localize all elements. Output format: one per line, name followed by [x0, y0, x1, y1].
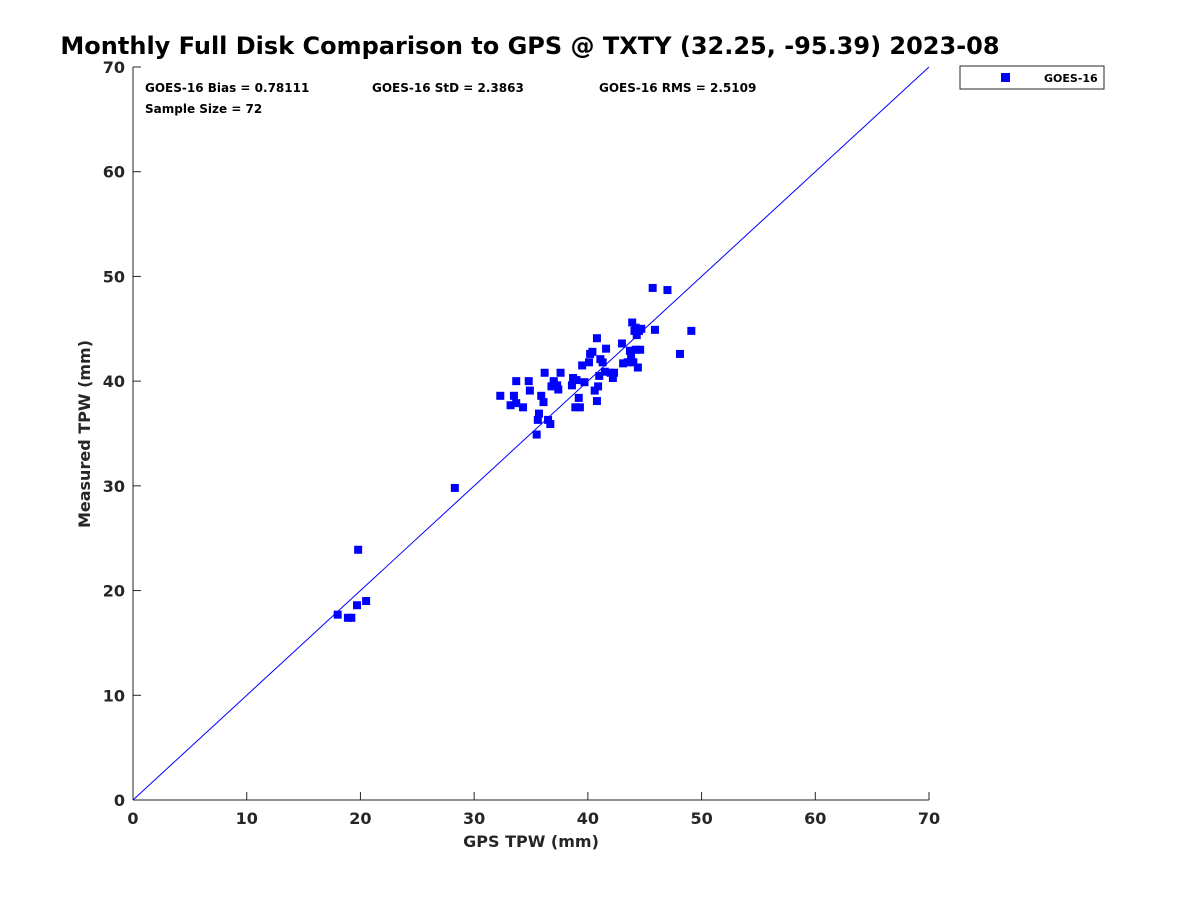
- y-tick-label: 20: [103, 582, 125, 601]
- data-point: [619, 359, 628, 368]
- y-tick-label: 70: [103, 58, 125, 77]
- data-point: [532, 430, 541, 439]
- data-point: [519, 403, 528, 412]
- data-point: [608, 374, 617, 383]
- x-axis-ticks: 0 10 20 30 40 50 60 70: [127, 792, 940, 828]
- data-point: [540, 368, 549, 377]
- data-point: [575, 403, 584, 412]
- data-point: [544, 415, 553, 424]
- rms-stat: GOES-16 RMS = 2.5109: [599, 81, 756, 95]
- data-point: [525, 386, 534, 395]
- data-point: [650, 325, 659, 334]
- data-point: [533, 415, 542, 424]
- data-point: [632, 331, 641, 340]
- data-point: [663, 286, 672, 295]
- x-tick-label: 30: [463, 809, 485, 828]
- data-point: [588, 347, 597, 356]
- data-point: [549, 377, 558, 386]
- data-point: [590, 386, 599, 395]
- data-point: [598, 358, 607, 367]
- data-point: [594, 382, 603, 391]
- std-stat: GOES-16 StD = 2.3863: [372, 81, 524, 95]
- data-point: [574, 393, 583, 402]
- x-tick-label: 20: [349, 809, 371, 828]
- y-tick-label: 60: [103, 163, 125, 182]
- y-tick-label: 50: [103, 267, 125, 286]
- data-point: [578, 361, 587, 370]
- x-tick-label: 60: [804, 809, 826, 828]
- data-point: [362, 597, 371, 606]
- data-point: [628, 318, 637, 327]
- data-point: [592, 334, 601, 343]
- data-point: [623, 358, 632, 367]
- data-point: [602, 344, 611, 353]
- data-point: [625, 346, 634, 355]
- data-point: [637, 324, 646, 333]
- x-tick-label: 10: [236, 809, 258, 828]
- data-point: [450, 483, 459, 492]
- data-point: [675, 349, 684, 358]
- data-point: [610, 368, 619, 377]
- x-tick-label: 70: [918, 809, 940, 828]
- legend-box: [959, 65, 1105, 90]
- legend-label-goes-16: GOES-16: [1044, 72, 1098, 85]
- data-point: [354, 545, 363, 554]
- y-axis-label: Measured TPW (mm): [75, 340, 94, 528]
- data-point: [648, 283, 657, 292]
- data-point: [617, 339, 626, 348]
- data-point: [572, 376, 581, 385]
- sample-size-stat: Sample Size = 72: [145, 102, 262, 116]
- data-point: [687, 326, 696, 335]
- chart-title: Monthly Full Disk Comparison to GPS @ TX…: [60, 32, 999, 60]
- y-tick-label: 30: [103, 477, 125, 496]
- y-axis-ticks: 0 10 20 30 40 50 60 70: [103, 58, 141, 810]
- data-point: [524, 377, 533, 386]
- bias-stat: GOES-16 Bias = 0.78111: [145, 81, 309, 95]
- data-point: [333, 610, 342, 619]
- legend-marker-goes-16: [1001, 73, 1010, 82]
- x-tick-label: 0: [127, 809, 138, 828]
- data-point: [592, 397, 601, 406]
- legend: GOES-16: [959, 65, 1105, 90]
- data-point: [347, 613, 356, 622]
- data-points: [333, 283, 696, 622]
- data-point: [546, 420, 555, 429]
- data-point: [537, 391, 546, 400]
- data-point: [584, 358, 593, 367]
- plot-area: [132, 66, 930, 801]
- one-to-one-reference-line: [132, 66, 930, 801]
- data-point: [629, 358, 638, 367]
- data-point: [627, 350, 636, 359]
- data-point: [571, 403, 580, 412]
- data-point: [553, 381, 562, 390]
- data-point: [512, 399, 521, 408]
- x-tick-label: 50: [690, 809, 712, 828]
- y-tick-label: 10: [103, 686, 125, 705]
- data-point: [512, 377, 521, 386]
- data-point: [600, 367, 609, 376]
- data-point: [595, 371, 604, 380]
- data-point: [509, 391, 518, 400]
- data-point: [556, 368, 565, 377]
- data-point: [506, 401, 515, 410]
- x-axis-label: GPS TPW (mm): [463, 832, 599, 851]
- y-tick-label: 0: [114, 791, 125, 810]
- data-point: [353, 601, 362, 610]
- data-point: [580, 378, 589, 387]
- data-point: [496, 391, 505, 400]
- data-point: [633, 363, 642, 372]
- data-point: [554, 385, 563, 394]
- data-point: [567, 381, 576, 390]
- data-point: [534, 409, 543, 418]
- data-point: [636, 345, 645, 354]
- y-tick-label: 40: [103, 372, 125, 391]
- data-point: [631, 345, 640, 354]
- data-point: [539, 398, 548, 407]
- x-tick-label: 40: [577, 809, 599, 828]
